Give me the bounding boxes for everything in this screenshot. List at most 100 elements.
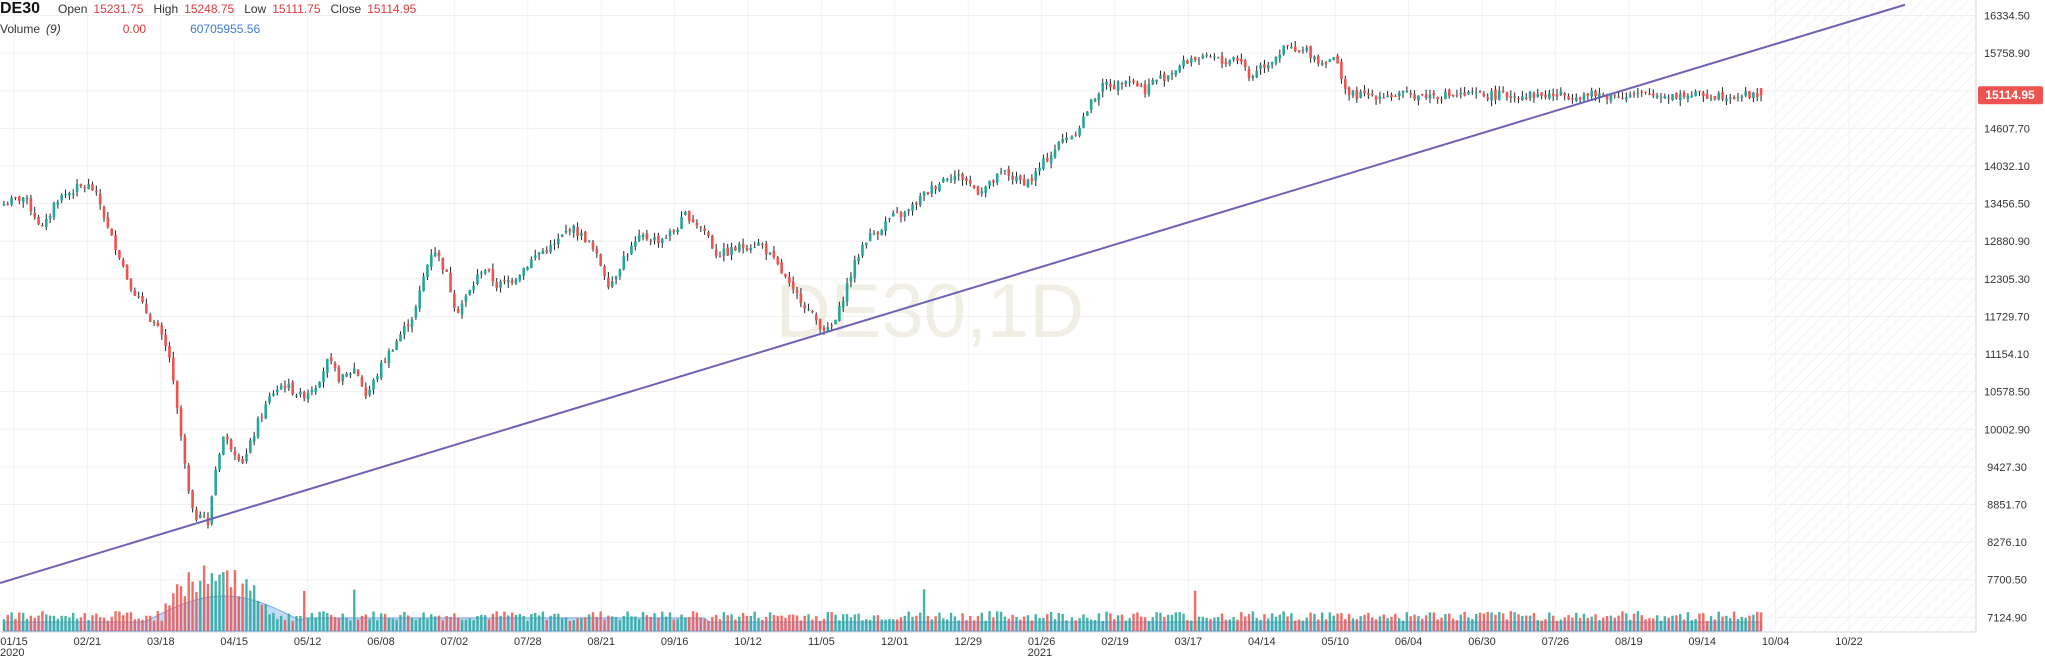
volume-bar	[984, 620, 987, 631]
candle-body	[29, 197, 33, 212]
volume-bar	[1317, 619, 1320, 631]
volume-bar	[926, 615, 930, 631]
volume-bar	[703, 619, 706, 631]
volume-bar	[252, 585, 256, 631]
candle-body	[1613, 95, 1617, 97]
candle-body	[306, 392, 310, 400]
volume-bar	[888, 618, 891, 631]
candle-body	[137, 296, 140, 298]
volume-bar	[6, 614, 9, 631]
volume-bar	[838, 620, 841, 631]
volume-label[interactable]: Volume	[0, 22, 41, 36]
candle-body	[984, 186, 987, 193]
symbol-name[interactable]: DE30	[0, 0, 41, 17]
volume-bar	[1717, 611, 1720, 631]
volume-bar	[79, 617, 83, 631]
volume-bar	[641, 611, 645, 631]
volume-bar	[1640, 615, 1643, 631]
candle-body	[145, 303, 148, 314]
candle-body	[1651, 93, 1655, 96]
volume-bar	[1759, 612, 1763, 631]
price-series	[2, 41, 1763, 529]
volume-bar	[1151, 617, 1154, 631]
candle-body	[649, 240, 653, 242]
volume-bar	[637, 619, 641, 631]
volume-bar	[418, 618, 421, 631]
volume-bar	[1413, 614, 1416, 631]
candle-body	[961, 173, 964, 180]
candle-body	[1351, 90, 1355, 96]
candle-body	[360, 377, 364, 387]
price-tick-label: 10578.50	[1984, 387, 2030, 399]
candle-body	[487, 268, 491, 271]
candle-body	[603, 266, 606, 277]
volume-bar	[1116, 615, 1120, 631]
candle-body	[1582, 94, 1586, 100]
candle-body	[1367, 93, 1370, 96]
candle-body	[1494, 89, 1497, 100]
candle-body	[1671, 94, 1674, 101]
candle-body	[198, 514, 202, 519]
volume-bar	[1459, 614, 1462, 631]
time-axis[interactable]: 01/15 02/21 03/18 04/15 05/12 06/08 07/02 07/28…	[0, 631, 1976, 658]
candle-body	[653, 237, 656, 241]
candle-body	[480, 272, 483, 274]
volume-bar	[1309, 612, 1312, 631]
candle-body	[275, 389, 279, 393]
volume-bar	[534, 612, 537, 631]
volume-bar	[172, 593, 175, 631]
volume-bar	[1632, 613, 1636, 631]
volume-bar	[1517, 614, 1520, 631]
candle-body	[576, 227, 579, 236]
candle-body	[214, 469, 217, 496]
candle-body	[291, 382, 294, 395]
volume-bar	[1559, 619, 1563, 631]
volume-bar	[1328, 612, 1332, 631]
candle-body	[1378, 96, 1382, 100]
candle-body	[587, 240, 591, 242]
candle-body	[75, 184, 79, 193]
candle-body	[730, 246, 733, 255]
candle-body	[1401, 90, 1405, 93]
candle-body	[195, 509, 198, 520]
candle-body	[322, 371, 325, 383]
volume-bar	[1282, 611, 1285, 631]
volume-bar	[1428, 612, 1432, 631]
volume-bar	[988, 611, 991, 631]
volume-bar	[1401, 620, 1405, 631]
volume-bar	[45, 614, 48, 631]
candle-body	[1648, 93, 1651, 95]
volume-bar	[780, 615, 783, 631]
candle-body	[1255, 70, 1259, 78]
time-tick-label: 03/18	[147, 636, 175, 648]
candle-body	[672, 230, 676, 232]
candle-body	[472, 285, 475, 290]
volume-bar	[684, 617, 687, 631]
volume-bar	[938, 612, 941, 631]
candle-body	[399, 334, 402, 342]
candle-body	[803, 305, 807, 309]
candle-body	[1070, 136, 1074, 140]
candle-body	[664, 237, 668, 239]
volume-bar	[688, 617, 691, 631]
trendline[interactable]	[0, 3, 1906, 584]
volume-bar	[1397, 618, 1401, 631]
candle-body	[441, 257, 445, 270]
price-axis[interactable]: 16334.5015758.9015183.3014607.7014032.10…	[1975, 0, 2030, 632]
volume-bar	[441, 620, 445, 631]
price-tick-label: 14607.70	[1984, 123, 2030, 135]
volume-bar	[1224, 619, 1228, 631]
volume-bar	[433, 616, 437, 631]
volume-bar	[179, 586, 183, 631]
volume-bar	[1074, 620, 1077, 631]
volume-bar	[591, 612, 595, 631]
volume-bar	[1082, 614, 1085, 631]
candle-body	[1455, 95, 1459, 97]
volume-bar	[1605, 615, 1609, 631]
year-label: 2021	[1028, 647, 1052, 658]
candle-body	[283, 385, 287, 389]
volume-bar	[503, 611, 506, 631]
volume-bar	[60, 615, 63, 631]
candle-body	[726, 247, 730, 256]
